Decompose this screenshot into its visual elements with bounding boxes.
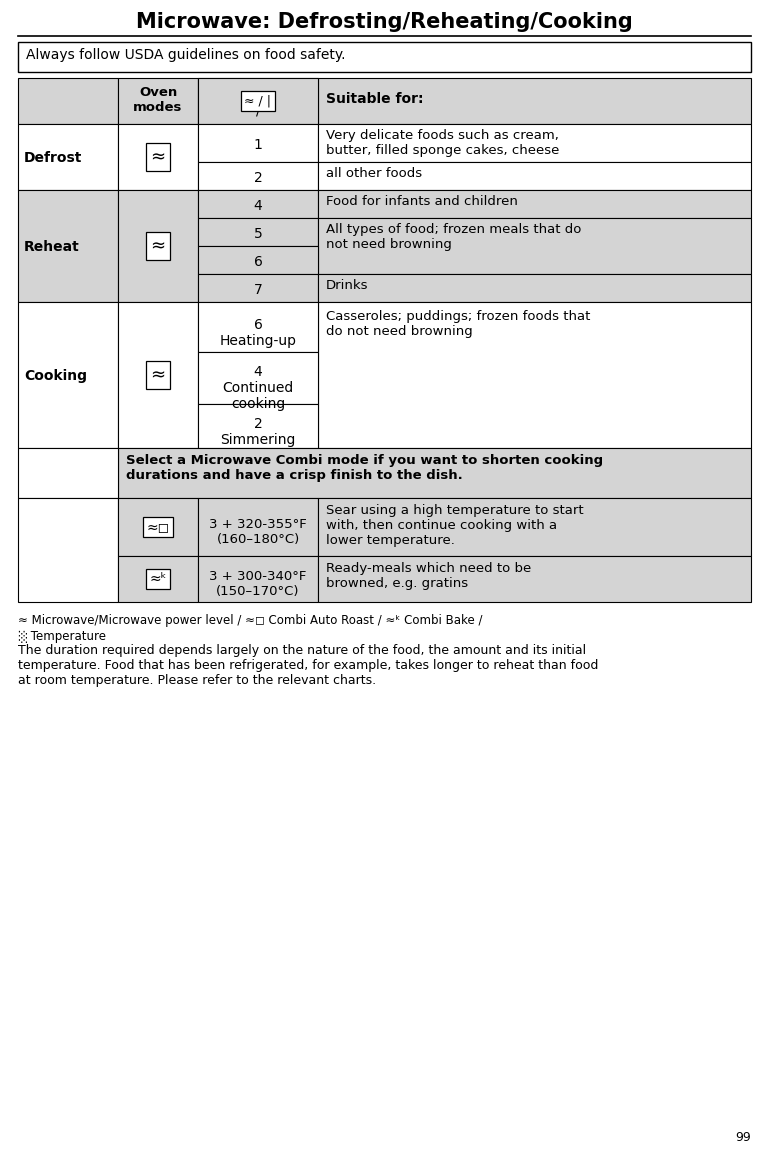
Text: 2: 2 <box>254 171 262 185</box>
Text: Oven
modes: Oven modes <box>133 86 183 114</box>
Text: 99: 99 <box>735 1131 751 1144</box>
Bar <box>198 556 318 602</box>
Text: ≈: ≈ <box>151 237 165 255</box>
Bar <box>198 78 318 124</box>
Bar <box>198 352 318 404</box>
Text: ░ Temperature: ░ Temperature <box>18 630 106 643</box>
Text: ≈: ≈ <box>151 148 165 165</box>
Bar <box>318 498 751 556</box>
Bar <box>18 190 118 302</box>
Bar <box>198 78 318 124</box>
Bar <box>118 556 198 602</box>
Text: ░: ░ <box>261 97 271 110</box>
Text: Reheat: Reheat <box>24 240 80 254</box>
Text: ≈ / ░: ≈ / ░ <box>240 93 276 108</box>
Bar <box>18 124 118 190</box>
Text: ≈: ≈ <box>251 95 265 110</box>
Bar <box>318 162 751 190</box>
Bar <box>118 190 198 302</box>
Text: ≈ Microwave/Microwave power level / ≈◻ Combi Auto Roast / ≈ᵏ Combi Bake /: ≈ Microwave/Microwave power level / ≈◻ C… <box>18 614 482 627</box>
Text: 5: 5 <box>254 228 262 241</box>
Text: 3 + 320-355°F
(160–180°C): 3 + 320-355°F (160–180°C) <box>209 518 307 546</box>
Text: 6: 6 <box>254 255 262 269</box>
Bar <box>318 302 751 448</box>
Text: 2
Simmering: 2 Simmering <box>220 417 296 447</box>
Text: The duration required depends largely on the nature of the food, the amount and : The duration required depends largely on… <box>18 643 598 687</box>
Bar <box>318 124 751 162</box>
Bar <box>18 78 118 124</box>
Text: ≈◻: ≈◻ <box>146 520 169 534</box>
Bar <box>118 448 751 498</box>
Text: ≈: ≈ <box>151 367 165 384</box>
Bar <box>198 218 318 246</box>
Bar <box>118 302 198 448</box>
Text: All types of food; frozen meals that do
not need browning: All types of food; frozen meals that do … <box>326 223 581 250</box>
Text: 7: 7 <box>254 283 262 296</box>
Text: Cooking: Cooking <box>24 369 87 383</box>
Text: Casseroles; puddings; frozen foods that
do not need browning: Casseroles; puddings; frozen foods that … <box>326 310 591 338</box>
Text: 4: 4 <box>254 199 262 213</box>
Bar <box>318 78 751 124</box>
Text: /: / <box>255 103 261 117</box>
Text: ≈ᵏ: ≈ᵏ <box>149 572 167 586</box>
Text: Select a Microwave Combi mode if you want to shorten cooking
durations and have : Select a Microwave Combi mode if you wan… <box>126 454 603 481</box>
Bar <box>198 404 318 448</box>
Text: Ready-meals which need to be
browned, e.g. gratins: Ready-meals which need to be browned, e.… <box>326 562 531 589</box>
Text: Sear using a high temperature to start
with, then continue cooking with a
lower : Sear using a high temperature to start w… <box>326 504 584 547</box>
Bar <box>318 218 751 273</box>
Text: all other foods: all other foods <box>326 167 422 180</box>
Text: Food for infants and children: Food for infants and children <box>326 195 518 208</box>
Bar <box>318 190 751 218</box>
Bar <box>18 43 751 72</box>
Bar <box>198 273 318 302</box>
Text: 1: 1 <box>254 138 262 152</box>
Bar <box>198 498 318 556</box>
Bar <box>118 124 198 190</box>
Bar <box>198 302 318 352</box>
Bar <box>118 498 198 556</box>
Bar <box>18 498 118 602</box>
Bar <box>198 246 318 273</box>
Text: ≈ / |: ≈ / | <box>245 94 271 108</box>
Text: Microwave: Defrosting/Reheating/Cooking: Microwave: Defrosting/Reheating/Cooking <box>136 11 633 32</box>
Bar <box>118 78 198 124</box>
Bar <box>318 556 751 602</box>
Bar <box>18 302 118 448</box>
Bar <box>198 190 318 218</box>
Bar <box>198 124 318 162</box>
Text: Drinks: Drinks <box>326 279 368 292</box>
Text: Suitable for:: Suitable for: <box>326 92 424 106</box>
Bar <box>318 273 751 302</box>
Text: Defrost: Defrost <box>24 151 82 165</box>
Text: 4
Continued
cooking: 4 Continued cooking <box>222 365 294 411</box>
Text: 6
Heating-up: 6 Heating-up <box>219 318 297 348</box>
Text: Very delicate foods such as cream,
butter, filled sponge cakes, cheese: Very delicate foods such as cream, butte… <box>326 129 559 157</box>
Bar <box>18 448 118 498</box>
Text: 3 + 300-340°F
(150–170°C): 3 + 300-340°F (150–170°C) <box>209 570 307 597</box>
Bar <box>198 162 318 190</box>
Text: Always follow USDA guidelines on food safety.: Always follow USDA guidelines on food sa… <box>26 48 345 62</box>
